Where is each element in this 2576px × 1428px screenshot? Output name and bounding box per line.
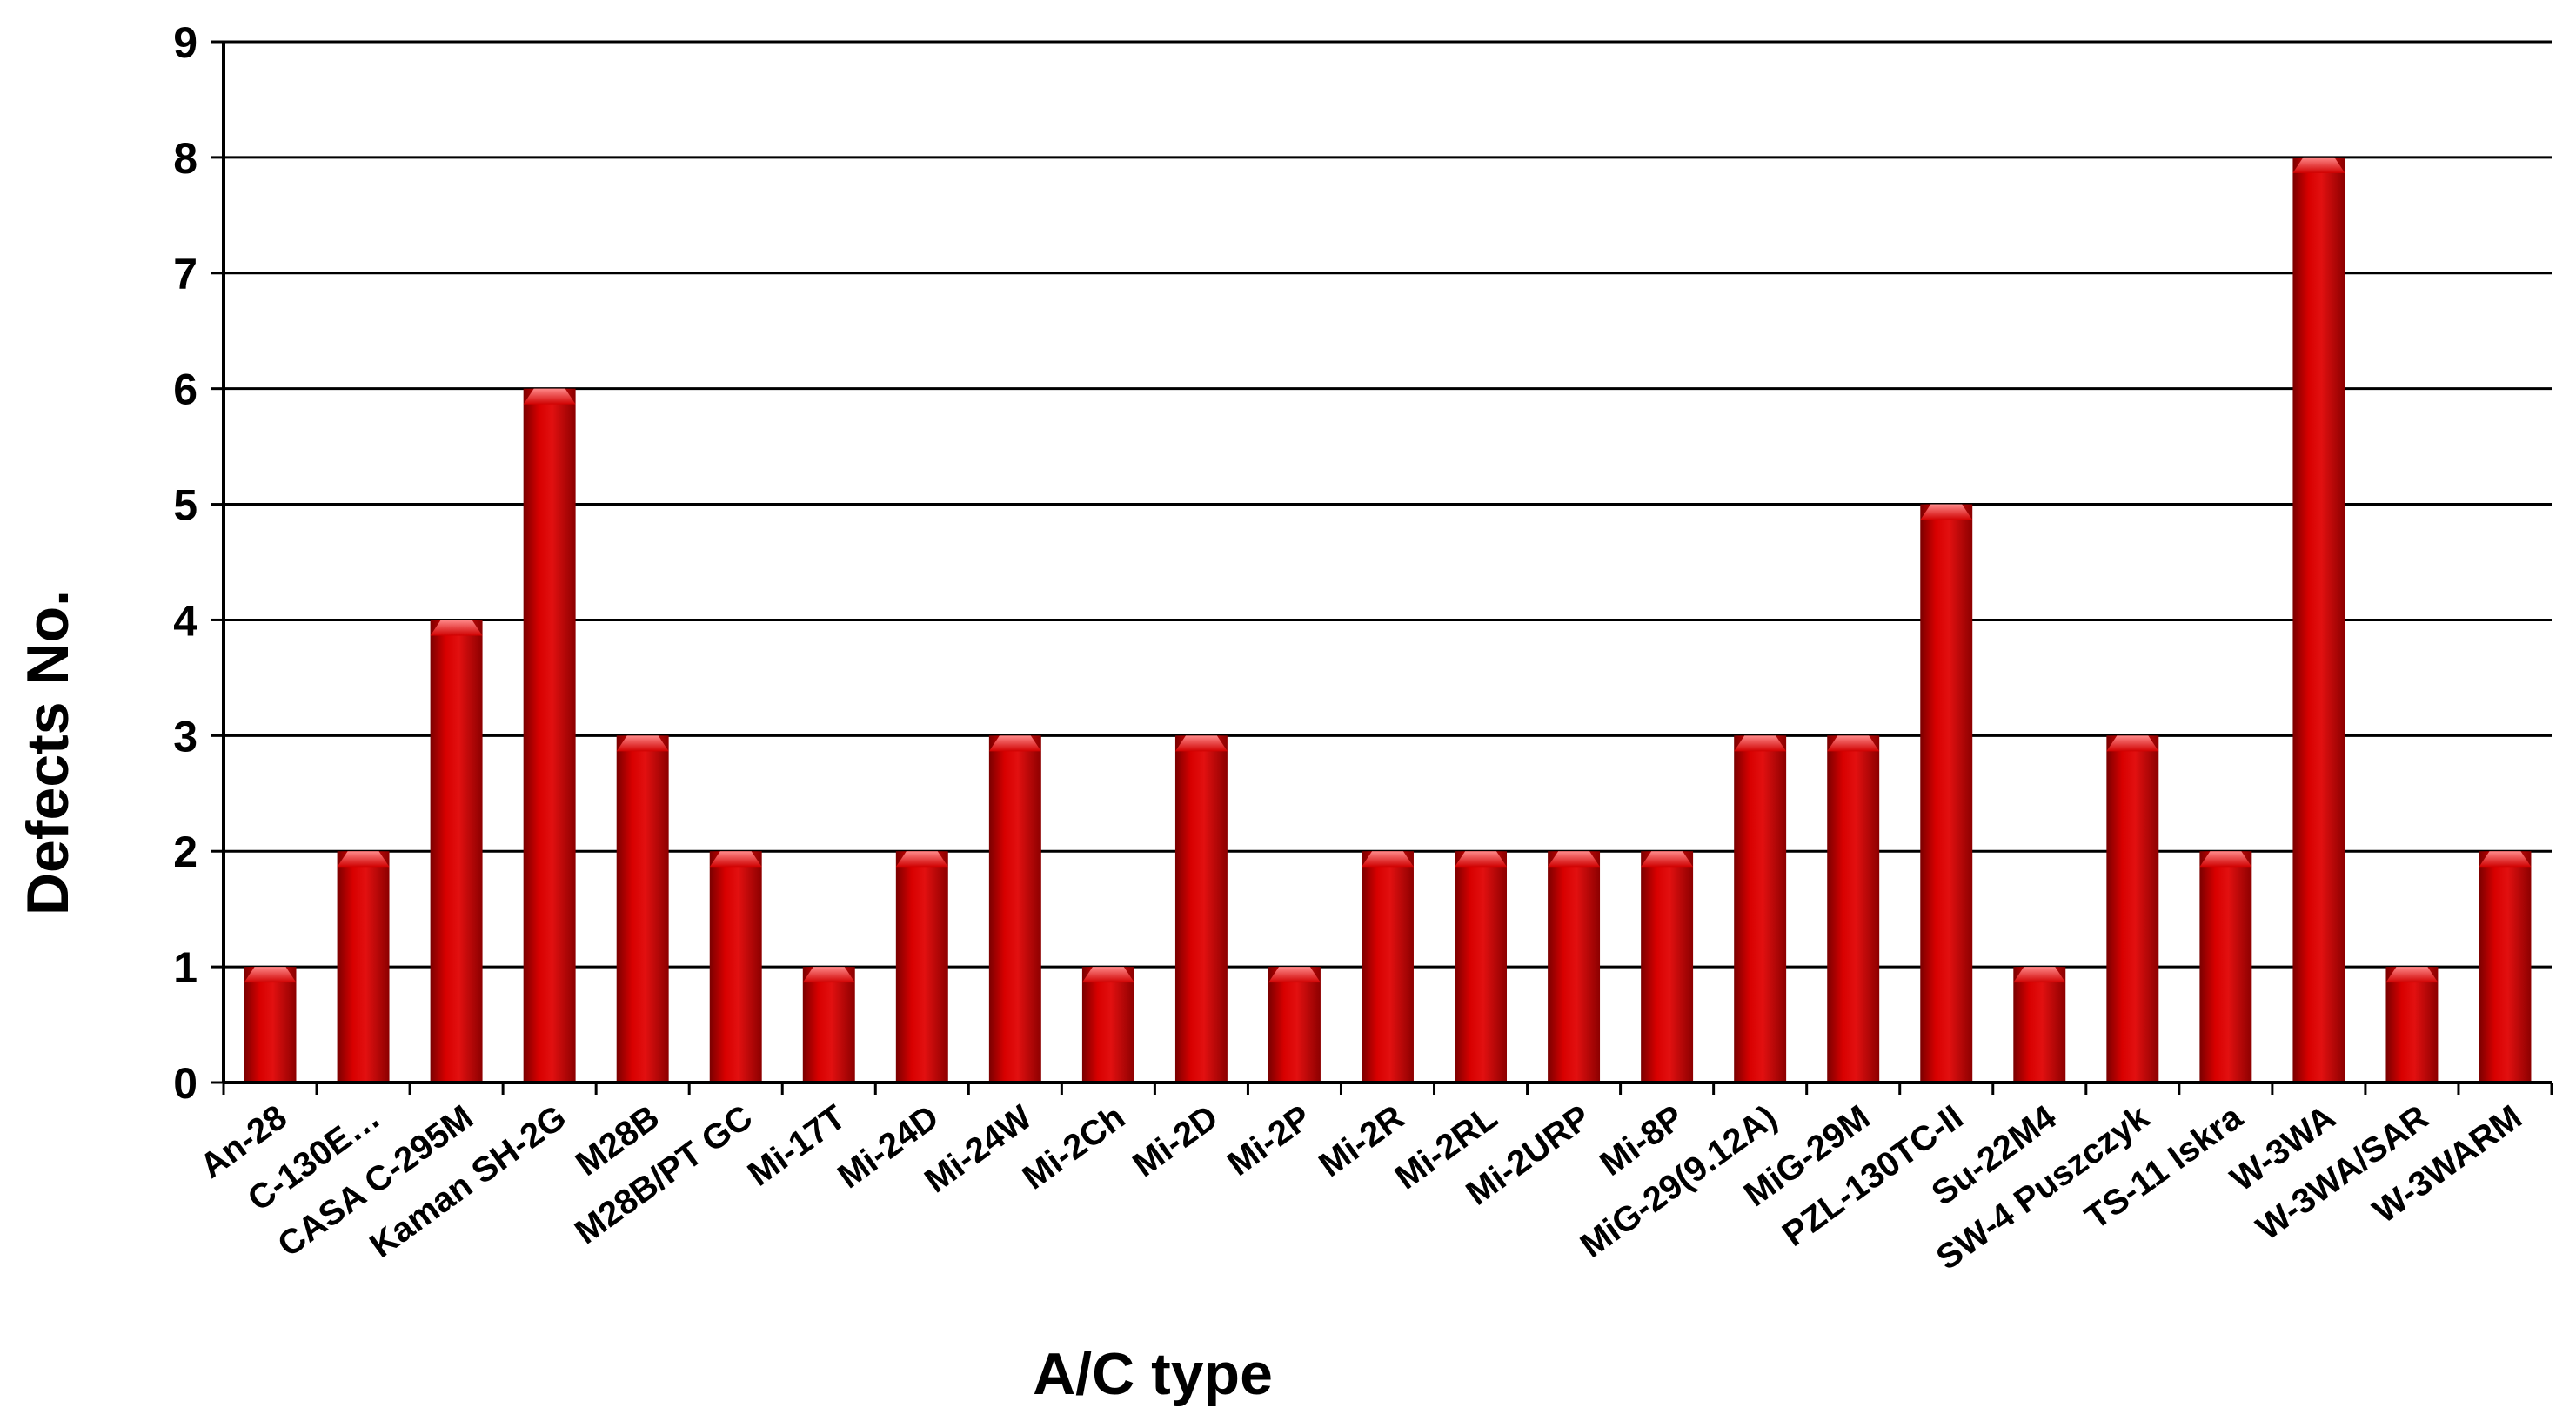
y-axis-title: Defects No.	[15, 590, 81, 915]
y-tick-label-1: 1	[173, 943, 197, 992]
bar-body-2	[430, 620, 483, 1083]
bar-body-18	[1920, 504, 1973, 1083]
bar-19	[2013, 967, 2066, 1083]
bar-cap-5	[709, 851, 762, 868]
gridlines	[224, 40, 2552, 969]
bar-body-8	[988, 735, 1041, 1083]
bar-12	[1362, 851, 1414, 1083]
bar-body-19	[2013, 967, 2066, 1083]
bar-body-21	[2199, 851, 2252, 1083]
bar-body-9	[1081, 967, 1134, 1083]
bar-24	[2479, 851, 2532, 1083]
bar-cap-0	[244, 967, 297, 983]
bar-1	[337, 851, 390, 1083]
bar-body-10	[1174, 735, 1228, 1083]
bar-15	[1641, 851, 1694, 1083]
y-tick-labels: 0 1 2 3 4 5 6 7 8 9	[173, 18, 197, 1108]
x-tick-label-9: Mi-2Ch	[1015, 1098, 1132, 1197]
x-tick-label-8: Mi-24W	[918, 1098, 1039, 1201]
bar-22	[2292, 157, 2345, 1083]
y-tick-label-5: 5	[173, 481, 197, 530]
bar-cap-14	[1548, 851, 1601, 868]
y-tick-label-9: 9	[173, 18, 197, 67]
bar-cap-1	[337, 851, 390, 868]
bar-body-24	[2479, 851, 2532, 1083]
bar-cap-2	[430, 620, 483, 636]
x-tick-label-6: Mi-17T	[741, 1098, 853, 1194]
bar-18	[1920, 504, 1973, 1083]
bar-cap-9	[1081, 967, 1134, 983]
y-tick-label-6: 6	[173, 365, 197, 414]
bar-cap-4	[616, 735, 669, 752]
bar-body-14	[1548, 851, 1601, 1083]
bar-cap-16	[1734, 735, 1787, 752]
bar-14	[1548, 851, 1601, 1083]
bar-body-15	[1641, 851, 1694, 1083]
bar-body-7	[895, 851, 948, 1083]
bar-cap-12	[1362, 851, 1414, 868]
bar-cap-15	[1641, 851, 1694, 868]
y-tick-label-2: 2	[173, 828, 197, 876]
x-tick-label-10: Mi-2D	[1126, 1098, 1225, 1185]
bar-body-6	[802, 967, 855, 1083]
bar-23	[2385, 967, 2439, 1083]
bar-cap-13	[1455, 851, 1508, 868]
bar-body-23	[2385, 967, 2439, 1083]
bar-20	[2106, 735, 2159, 1083]
bar-cap-20	[2106, 735, 2159, 752]
x-axis-title: A/C type	[1033, 1341, 1273, 1407]
bar-body-16	[1734, 735, 1787, 1083]
bar-cap-3	[523, 388, 576, 405]
bars	[244, 157, 2532, 1083]
bar-body-4	[616, 735, 669, 1083]
bar-body-13	[1455, 851, 1508, 1083]
bar-cap-8	[988, 735, 1041, 752]
bar-body-3	[523, 388, 576, 1083]
bar-3	[523, 388, 576, 1083]
bar-5	[709, 851, 762, 1083]
bar-8	[988, 735, 1041, 1083]
bar-cap-7	[895, 851, 948, 868]
bar-13	[1455, 851, 1508, 1083]
bar-cap-11	[1268, 967, 1321, 983]
bar-body-17	[1827, 735, 1880, 1083]
bar-11	[1268, 967, 1321, 1083]
bar-17	[1827, 735, 1880, 1083]
bar-9	[1081, 967, 1134, 1083]
bar-cap-23	[2385, 967, 2439, 983]
bar-cap-17	[1827, 735, 1880, 752]
bar-2	[430, 620, 483, 1083]
bar-cap-24	[2479, 851, 2532, 868]
bar-10	[1174, 735, 1228, 1083]
bar-6	[802, 967, 855, 1083]
bar-7	[895, 851, 948, 1083]
bar-body-20	[2106, 735, 2159, 1083]
y-tick-label-0: 0	[173, 1059, 197, 1108]
bar-body-22	[2292, 157, 2345, 1083]
bar-4	[616, 735, 669, 1083]
bar-body-12	[1362, 851, 1414, 1083]
x-tick-label-11: Mi-2P	[1221, 1098, 1318, 1183]
bar-16	[1734, 735, 1787, 1083]
y-tick-label-3: 3	[173, 712, 197, 761]
bar-cap-19	[2013, 967, 2066, 983]
bar-body-5	[709, 851, 762, 1083]
bar-cap-22	[2292, 157, 2345, 173]
y-tick-label-4: 4	[173, 596, 197, 645]
bar-cap-21	[2199, 851, 2252, 868]
bar-cap-10	[1174, 735, 1228, 752]
y-tick-label-8: 8	[173, 134, 197, 183]
bar-body-0	[244, 967, 297, 1083]
bar-cap-18	[1920, 504, 1973, 520]
y-tick-label-7: 7	[173, 250, 197, 298]
bar-21	[2199, 851, 2252, 1083]
bar-body-11	[1268, 967, 1321, 1083]
bar-0	[244, 967, 297, 1083]
axes	[211, 40, 2553, 1095]
bar-body-1	[337, 851, 390, 1083]
bar-cap-6	[802, 967, 855, 983]
